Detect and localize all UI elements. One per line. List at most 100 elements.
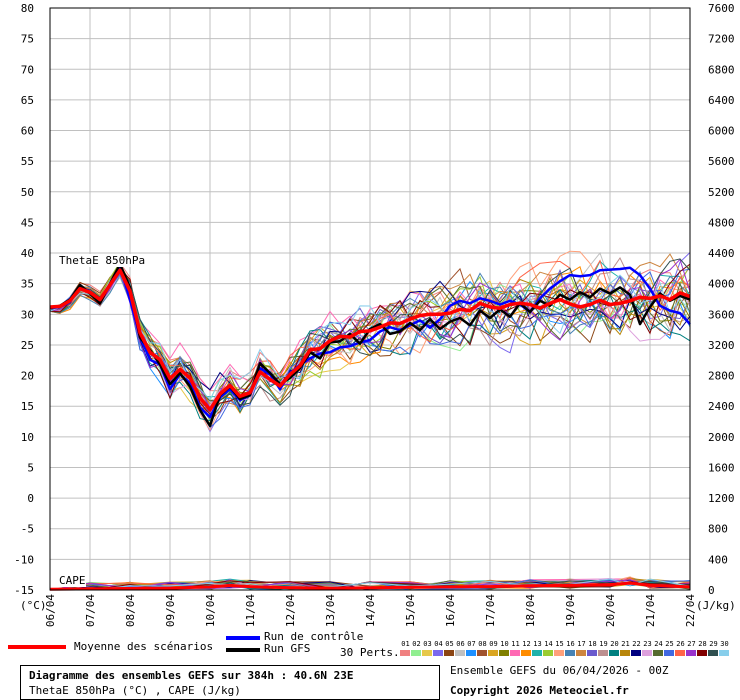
left-tick-label: 65 [21,94,34,107]
pert-number: 20 [610,640,619,648]
pert-swatch [510,650,520,656]
pert-number: 03 [423,640,432,648]
x-tick-label: 21/04 [644,594,657,627]
pert-swatch [422,650,432,656]
plot-frame [49,7,691,591]
pert-legend-item: 21 [620,640,631,660]
right-tick-label: 400 [708,553,728,566]
left-tick-label: 45 [21,216,34,229]
pert-line [49,252,691,433]
pert-legend-item: 29 [708,640,719,660]
right-tick-label: 3600 [708,308,735,321]
pert-legend-item: 18 [587,640,598,660]
left-tick-label: 80 [21,2,34,15]
left-axis-unit: (°C) [20,599,47,612]
left-tick-label: -5 [21,523,34,536]
pert-legend-item: 11 [510,640,521,660]
legend-control-swatch [226,636,260,640]
pert-legend-item: 09 [488,640,499,660]
pert-legend-item: 01 [400,640,411,660]
pert-swatch [499,650,509,656]
pert-legend-item: 28 [697,640,708,660]
x-tick-label: 13/04 [324,594,337,627]
pert-swatch [411,650,421,656]
x-tick-label: 09/04 [164,594,177,627]
pert-number: 08 [478,640,487,648]
right-tick-label: 7600 [708,2,735,15]
right-tick-label: 6800 [708,63,735,76]
pert-number: 06 [456,640,465,648]
pert-legend-item: 12 [521,640,532,660]
left-tick-label: 0 [27,492,34,505]
pert-number: 28 [698,640,707,648]
x-tick-label: 11/04 [244,594,257,627]
pert-swatch [664,650,674,656]
left-tick-label: 5 [27,461,34,474]
right-tick-label: 4000 [708,278,735,291]
left-tick-label: 20 [21,370,34,383]
left-tick-label: 30 [21,308,34,321]
x-tick-label: 12/04 [284,594,297,627]
right-tick-label: 5200 [708,186,735,199]
pert-swatch [576,650,586,656]
pert-legend-item: 16 [565,640,576,660]
pert-number: 07 [467,640,476,648]
pert-number: 13 [533,640,542,648]
legend-control-label: Run de contrôle [264,630,364,643]
pert-number: 05 [445,640,454,648]
left-tick-label: 40 [21,247,34,260]
x-tick-label: 20/04 [604,594,617,627]
grid [49,7,691,591]
x-tick-label: 19/04 [564,594,577,627]
x-tick-label: 07/04 [84,594,97,627]
left-tick-label: 10 [21,431,34,444]
x-axis-ticks: 06/04 07/04 08/04 09/04 10/04 11/04 12/04 13/04… [44,594,697,627]
pert-number: 30 [720,640,729,648]
left-tick-label: -15 [14,584,34,597]
pert-swatch [565,650,575,656]
ensemble-label: Ensemble GEFS du 06/04/2026 - 00Z [450,664,669,677]
pert-legend-item: 26 [675,640,686,660]
pert-swatch [675,650,685,656]
gfs-thetae-line [49,262,691,428]
x-tick-label: 10/04 [204,594,217,627]
right-axis-unit: (J/kg) [696,599,736,612]
left-tick-label: 35 [21,278,34,291]
pert-line [49,258,691,407]
pert-number: 01 [401,640,410,648]
pert-swatch [708,650,718,656]
pert-swatch [433,650,443,656]
pert-legend-item: 25 [664,640,675,660]
pert-swatch [587,650,597,656]
x-tick-label: 14/04 [364,594,377,627]
right-tick-label: 1600 [708,461,735,474]
pert-number: 15 [555,640,564,648]
pert-legend-item: 24 [653,640,664,660]
pert-number: 14 [544,640,553,648]
left-tick-label: 15 [21,400,34,413]
pert-number: 02 [412,640,421,648]
title-box: Diagramme des ensembles GEFS sur 384h : … [20,665,440,700]
x-tick-label: 08/04 [124,594,137,627]
right-tick-label: 5600 [708,155,735,168]
control-thetae-line [49,265,691,419]
left-tick-label: 50 [21,186,34,199]
pert-swatch [466,650,476,656]
pert-swatch [631,650,641,656]
title-line1: Diagramme des ensembles GEFS sur 384h : … [29,669,354,682]
left-tick-label: 70 [21,63,34,76]
pert-legend-item: 19 [598,640,609,660]
pert-number: 10 [500,640,509,648]
pert-swatch [697,650,707,656]
right-tick-label: 0 [708,584,715,597]
pert-number: 25 [665,640,674,648]
pert-swatch [609,650,619,656]
legend-gfs-swatch [226,648,260,652]
pert-cape-line [50,578,691,591]
pert-number: 22 [632,640,641,648]
pert-swatch [620,650,630,656]
right-tick-label: 1200 [708,492,735,505]
right-tick-label: 2800 [708,370,735,383]
x-tick-label: 17/04 [484,594,497,627]
pert-legend-item: 08 [477,640,488,660]
